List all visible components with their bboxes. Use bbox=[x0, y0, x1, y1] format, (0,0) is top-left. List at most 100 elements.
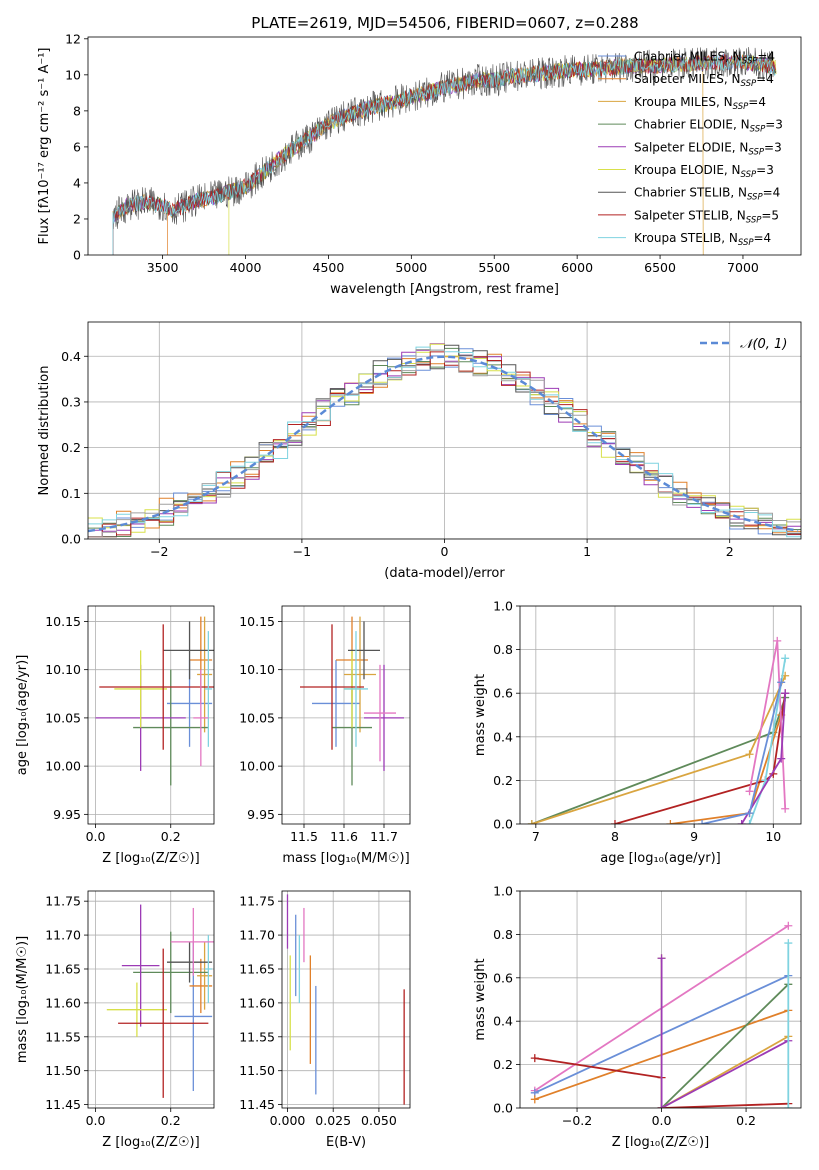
series-marker bbox=[657, 954, 666, 963]
spectrum-series-line bbox=[112, 54, 776, 255]
x-tick-label: 0.050 bbox=[361, 1113, 397, 1128]
y-tick-label: 0.2 bbox=[493, 1057, 513, 1072]
plot-area-mass-vs-EBV bbox=[282, 891, 410, 1108]
y-tick-label: 1.0 bbox=[493, 884, 513, 899]
x-tick-label: 11.6 bbox=[330, 829, 358, 844]
y-tick-label: 11.55 bbox=[45, 1029, 81, 1044]
x-tick-label: 0.000 bbox=[270, 1113, 306, 1128]
series-line bbox=[531, 697, 787, 824]
y-tick-label: 2 bbox=[73, 211, 81, 226]
plot-area-mass-vs-Z bbox=[88, 891, 214, 1108]
spectrum-series-line bbox=[112, 54, 704, 255]
series-marker bbox=[777, 678, 786, 687]
x-tick-label: 2 bbox=[726, 544, 734, 559]
panel-mass-vs-Z: 0.0 0.2 11.45 11.50 11.55 11.60 11.65 11.70 11.7… bbox=[15, 890, 215, 1150]
series-line bbox=[661, 1039, 789, 1108]
y-tick-label: 9.95 bbox=[247, 807, 275, 822]
panel-mass-weight-vs-Z: −0.2 0.0 0.2 0.0 0.2 0.4 0.6 0.8 1.0 Z [log₁₀(Z/Z… bbox=[473, 884, 802, 1150]
series-marker bbox=[657, 1104, 666, 1108]
x-tick-label: 4000 bbox=[230, 260, 262, 275]
x-tick-label: 9 bbox=[690, 829, 698, 844]
y-tick-label: 0.4 bbox=[493, 729, 513, 744]
figure-title: PLATE=2619, MJD=54506, FIBERID=0607, z=0… bbox=[251, 14, 638, 32]
y-tick-label: 0.2 bbox=[61, 440, 81, 455]
plot-area-mass-weight-vs-age bbox=[520, 606, 801, 824]
axes-frame bbox=[87, 890, 215, 1109]
series-marker bbox=[530, 1054, 539, 1063]
axes-frame bbox=[87, 605, 215, 825]
x-tick-label: 11.5 bbox=[290, 829, 318, 844]
spectrum-series-line bbox=[112, 46, 777, 255]
y-tick-label: 10.00 bbox=[239, 759, 275, 774]
histogram-series-line bbox=[88, 349, 801, 538]
x-tick-label: 10 bbox=[765, 829, 781, 844]
x-axis-label: wavelength [Angstrom, rest frame] bbox=[330, 282, 559, 297]
legend-label: 𝒩(0, 1) bbox=[740, 337, 787, 352]
x-axis-label: (data-model)/error bbox=[384, 566, 505, 581]
y-tick-label: 0.6 bbox=[493, 970, 513, 985]
x-tick-label: 4500 bbox=[313, 260, 345, 275]
axes-frame bbox=[281, 605, 411, 825]
legend-label: Kroupa STELIB, NSSP=4 bbox=[634, 231, 771, 248]
y-tick-label: 0.0 bbox=[493, 817, 513, 832]
series-marker bbox=[784, 939, 793, 948]
series-line bbox=[614, 693, 787, 824]
series-marker bbox=[781, 689, 790, 698]
axes-frame bbox=[281, 890, 411, 1109]
y-tick-label: 10 bbox=[65, 67, 81, 82]
x-tick-label: 0.2 bbox=[736, 1113, 756, 1128]
y-tick-label: 6 bbox=[73, 139, 81, 154]
y-tick-label: 0.2 bbox=[493, 773, 513, 788]
panel-age-vs-Z: 0.0 0.2 9.95 10.00 10.05 10.10 10.15 Z [log₁₀(Z… bbox=[15, 605, 215, 866]
panel-mass-vs-EBV: 0.000 0.025 0.050 11.45 11.50 11.55 11.60 11.65… bbox=[239, 890, 411, 1150]
x-tick-label: 6500 bbox=[644, 260, 676, 275]
x-tick-label: −2 bbox=[150, 544, 168, 559]
series-marker bbox=[530, 1095, 539, 1104]
y-axis-label: mass [log₁₀(M/M☉)] bbox=[15, 936, 30, 1063]
y-tick-label: 11.75 bbox=[239, 894, 275, 909]
x-tick-label: 6000 bbox=[561, 260, 593, 275]
x-axis-label: Z [log₁₀(Z/Z☉)] bbox=[612, 1135, 709, 1150]
series-marker bbox=[610, 820, 619, 824]
y-axis-label: mass weight bbox=[473, 958, 488, 1040]
y-tick-label: 0.4 bbox=[493, 1014, 513, 1029]
y-tick-label: 11.65 bbox=[239, 961, 275, 976]
x-axis-label: Z [log₁₀(Z/Z☉)] bbox=[102, 1135, 199, 1150]
y-tick-label: 10.10 bbox=[239, 662, 275, 677]
x-tick-label: 0.0 bbox=[86, 1113, 106, 1128]
normal-curve-line bbox=[88, 355, 799, 533]
panel-spectrum: 3500 4000 4500 5000 5500 6000 6500 7000 0 2 4 6 8 10 1… bbox=[37, 31, 802, 297]
y-tick-label: 0.6 bbox=[493, 686, 513, 701]
legend-label: Salpeter STELIB, NSSP=5 bbox=[634, 208, 779, 225]
x-tick-label: 0.2 bbox=[161, 829, 181, 844]
legend-label: Chabrier MILES, NSSP=4 bbox=[634, 50, 775, 67]
series-line bbox=[531, 675, 787, 824]
series-line bbox=[660, 983, 789, 1108]
y-tick-label: 11.65 bbox=[45, 961, 81, 976]
x-tick-label: −1 bbox=[293, 544, 311, 559]
axes-frame bbox=[519, 605, 802, 825]
y-tick-label: 4 bbox=[73, 175, 81, 190]
plot-area-age-vs-mass bbox=[282, 606, 410, 824]
series-marker bbox=[745, 820, 754, 824]
y-tick-label: 0.0 bbox=[61, 532, 81, 547]
plot-area-age-vs-Z bbox=[88, 606, 214, 824]
plot-area-spectrum bbox=[112, 46, 777, 255]
series-marker bbox=[781, 654, 790, 663]
y-tick-label: 11.70 bbox=[239, 928, 275, 943]
y-tick-label: 11.60 bbox=[239, 995, 275, 1010]
y-tick-label: 10.05 bbox=[45, 710, 81, 725]
y-tick-label: 11.50 bbox=[239, 1063, 275, 1078]
y-tick-label: 10.00 bbox=[45, 759, 81, 774]
series-marker bbox=[777, 754, 786, 763]
y-tick-label: 0.1 bbox=[61, 486, 81, 501]
series-marker bbox=[745, 809, 754, 818]
legend-label: Salpeter ELODIE, NSSP=3 bbox=[634, 140, 782, 157]
x-tick-label: 11.7 bbox=[370, 829, 398, 844]
y-tick-label: 11.55 bbox=[239, 1029, 275, 1044]
y-tick-label: 10.05 bbox=[239, 710, 275, 725]
series-marker bbox=[737, 820, 746, 824]
series-marker bbox=[781, 804, 790, 813]
x-axis-label: E(B-V) bbox=[326, 1135, 366, 1150]
